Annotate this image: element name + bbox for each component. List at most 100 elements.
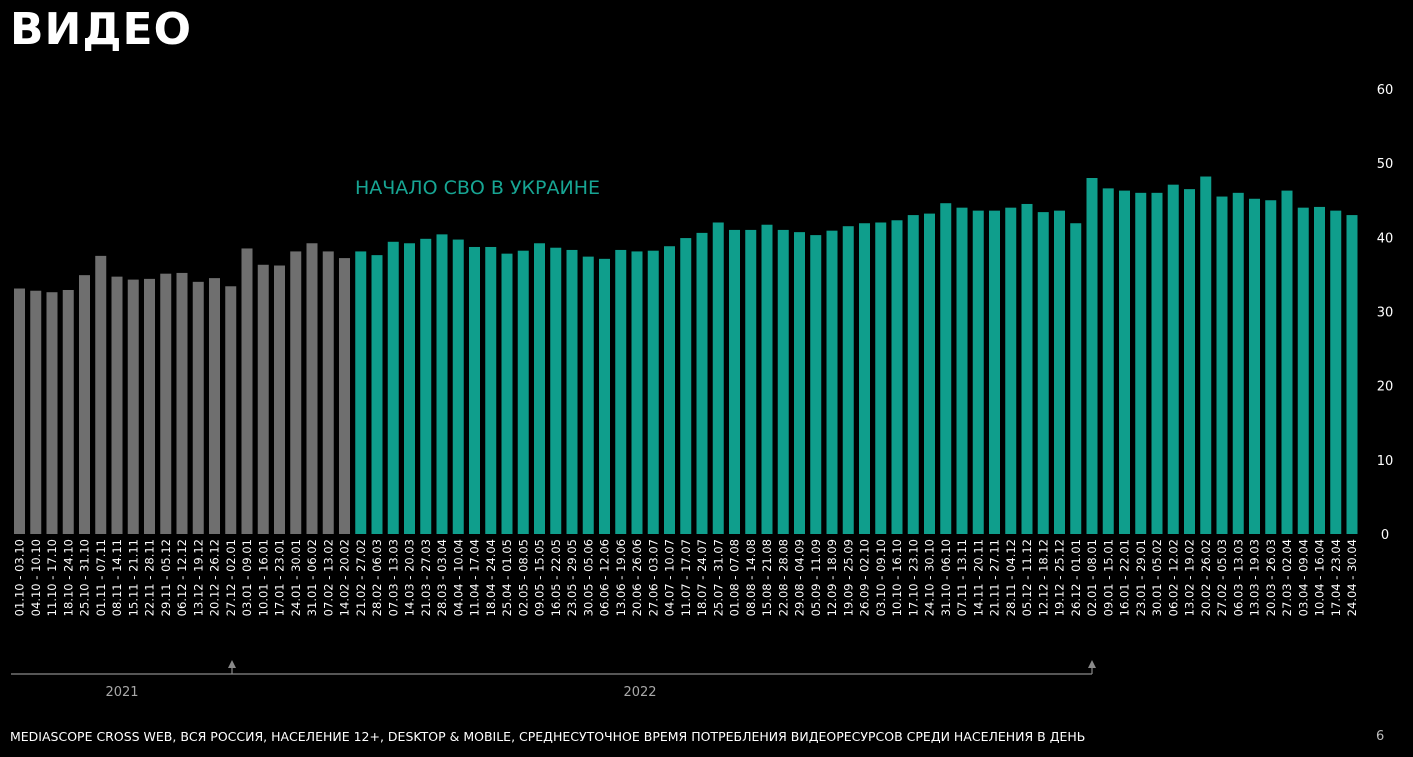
y-tick-label: 20 [1377,380,1394,395]
x-tick-label: 02.01 - 08.01 [1085,539,1099,616]
bar [794,232,805,534]
bar [404,243,415,534]
x-tick-label: 13.06 - 19.06 [614,539,628,616]
bar [241,248,253,535]
bar [907,215,919,535]
bar [777,229,789,534]
x-tick-label: 20.02 - 26.02 [1199,539,1213,616]
bar [46,292,58,534]
x-tick-label: 10.04 - 16.04 [1313,539,1327,616]
x-tick-label: 27.03 - 02.04 [1280,539,1294,616]
x-tick-label: 07.03 - 13.03 [386,539,400,616]
x-tick-label: 29.11 - 05.12 [159,539,173,616]
y-tick-label: 60 [1377,83,1394,98]
bar [225,286,237,534]
x-tick-label: 27.06 - 03.07 [646,539,660,616]
bar [1151,192,1163,535]
bar [387,241,399,535]
bar [1167,184,1179,535]
x-tick-label: 04.07 - 10.07 [663,539,677,616]
x-tick-label: 20.03 - 26.03 [1264,539,1278,616]
source-footnote: MEDIASCOPE CROSS WEB, ВСЯ РОССИЯ, НАСЕЛЕ… [10,729,1086,744]
x-tick-label: 16.01 - 22.01 [1118,539,1132,616]
bar [1281,190,1293,534]
x-tick-label: 07.02 - 13.02 [321,539,335,616]
x-tick-label: 15.08 - 21.08 [760,539,774,616]
x-tick-label: 17.01 - 23.01 [273,539,287,616]
bar [615,249,627,535]
year-label: 2022 [623,685,656,700]
x-tick-label: 03.10 - 09.10 [874,539,888,616]
bar [322,251,334,535]
bar [712,222,724,534]
bar [1265,200,1277,534]
x-tick-label: 27.02 - 05.03 [1215,539,1229,616]
bar [1135,192,1147,535]
bar [79,275,90,534]
bar [469,246,480,534]
bar [956,207,968,534]
x-tick-label: 04.10 - 10.10 [29,539,43,616]
bar [1216,196,1228,534]
bar [582,256,594,534]
bar [1054,210,1065,534]
bar [306,243,318,534]
x-tick-label: 20.06 - 26.06 [630,539,644,616]
x-tick-label: 12.09 - 18.09 [825,539,839,616]
bar [339,258,350,534]
bar [176,272,188,534]
x-tick-label: 22.08 - 28.08 [776,539,790,616]
x-tick-label: 30.01 - 05.02 [1150,539,1164,616]
timeline-arrow [228,660,236,668]
x-tick-label: 01.08 - 07.08 [728,539,742,616]
bar [1314,206,1325,535]
x-tick-label: 08.11 - 14.11 [110,539,124,616]
x-tick-label: 27.12 - 02.01 [224,539,238,616]
x-tick-label: 01.10 - 03.10 [13,539,27,616]
bar [1086,178,1098,534]
bar [1119,190,1130,534]
y-tick-label: 30 [1377,306,1394,321]
x-tick-label: 06.03 - 13.03 [1231,539,1245,616]
bar [761,224,773,534]
timeline-arrow [1088,660,1096,668]
bar [664,246,675,534]
x-tick-label: 19.12 - 25.12 [1053,539,1067,616]
x-tick-label: 22.11 - 28.11 [143,539,157,616]
x-tick-label: 12.12 - 18.12 [1036,539,1050,616]
x-tick-label: 11.04 - 17.04 [468,539,482,616]
x-tick-label: 30.05 - 05.06 [581,539,595,616]
bar [1297,207,1309,534]
bar [452,239,464,534]
bar [290,251,302,535]
x-tick-label: 18.10 - 24.10 [61,539,75,616]
y-tick-label: 10 [1377,454,1394,469]
bar [1102,188,1114,534]
bar [696,232,708,534]
x-tick-label: 09.05 - 15.05 [533,539,547,616]
x-tick-label: 06.12 - 12.12 [175,539,189,616]
bar [95,255,107,534]
x-tick-label: 11.07 - 17.07 [679,539,693,616]
x-tick-label: 14.02 - 20.02 [338,539,352,616]
bar [1070,223,1082,534]
x-tick-label: 17.04 - 23.04 [1329,539,1343,616]
bar [745,229,757,534]
x-tick-label: 31.10 - 06.10 [939,539,953,616]
x-tick-label: 28.03 - 03.04 [435,539,449,616]
bar [274,265,285,534]
bar [371,255,383,534]
bar [160,273,172,534]
y-tick-label: 40 [1377,231,1394,246]
bar [647,250,659,534]
bar [436,234,448,534]
x-tick-label: 24.10 - 30.10 [923,539,937,616]
x-tick-label: 24.04 - 30.04 [1345,539,1359,616]
bar [729,229,740,534]
page-title: ВИДЕО [10,4,193,55]
x-tick-label: 18.07 - 24.07 [695,539,709,616]
x-tick-label: 19.09 - 25.09 [841,539,855,616]
bar [1200,176,1212,534]
bar [891,220,903,534]
y-tick-label: 0 [1381,528,1389,543]
